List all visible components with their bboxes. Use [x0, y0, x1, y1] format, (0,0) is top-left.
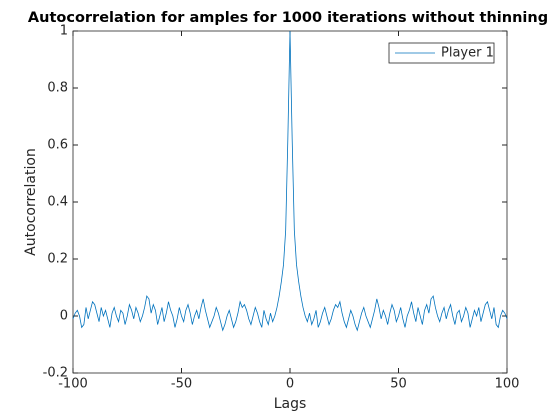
y-tick-label: 0 — [60, 309, 68, 324]
y-tick-label: 0.4 — [47, 195, 68, 210]
series-line — [72, 30, 508, 332]
y-axis-label: Autocorrelation — [23, 148, 39, 256]
y-tick-label: 0.8 — [47, 81, 68, 96]
y-tick-label: 0.2 — [47, 252, 68, 267]
legend-box — [388, 42, 495, 64]
x-tick-label: 100 — [495, 377, 520, 392]
x-tick-label: -100 — [58, 377, 88, 392]
chart-title: Autocorrelation for amples for 1000 iter… — [28, 10, 548, 26]
x-axis-label: Lags — [274, 396, 307, 412]
legend-label: Player 1 — [441, 46, 494, 61]
x-tick-label: 0 — [286, 377, 294, 392]
x-tick-label: 50 — [390, 377, 407, 392]
plot-area — [72, 30, 508, 374]
y-tick-label: 0.6 — [47, 138, 68, 153]
x-tick-label: -50 — [171, 377, 192, 392]
y-tick-label: 1 — [60, 24, 68, 39]
y-tick-label: -0.2 — [43, 366, 68, 381]
